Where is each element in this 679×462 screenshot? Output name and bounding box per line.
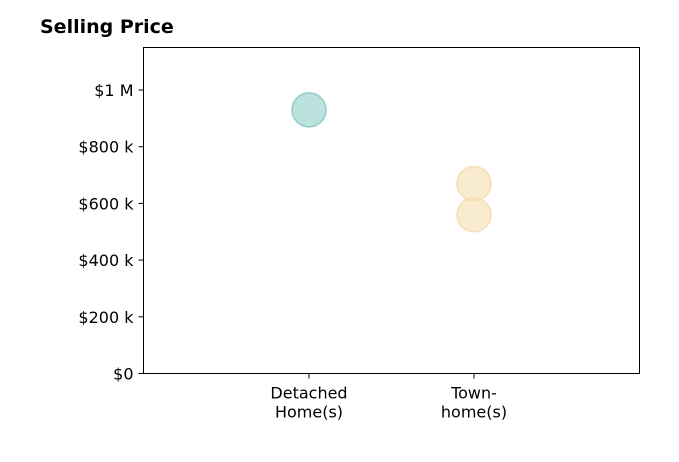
data-points: [291, 92, 492, 233]
x-tick-label-line: Town-: [450, 384, 497, 403]
y-tick-label: $800 k: [78, 138, 134, 157]
x-axis: Detached Home(s) Town-home(s): [270, 373, 507, 422]
y-tick-label: $400 k: [78, 251, 134, 270]
x-tick-label-line: home(s): [441, 403, 507, 422]
x-tick-label-line: Home(s): [275, 403, 343, 422]
plot-area-frame: [143, 47, 640, 374]
data-point: [456, 165, 492, 202]
data-point: [456, 197, 492, 233]
data-point: [291, 92, 327, 128]
y-axis: $0 $200 k $400 k $600 k $800 k $1 M: [78, 81, 144, 384]
y-tick-label: $1 M: [94, 81, 133, 100]
x-tick-label: Detached Home(s): [270, 384, 347, 422]
x-tick-label: Town-home(s): [441, 384, 507, 422]
y-tick-label: $0: [113, 365, 133, 384]
y-tick-label: $200 k: [78, 308, 134, 327]
chart-title: Selling Price: [40, 16, 174, 38]
x-tick-label-line: Detached: [270, 384, 347, 403]
y-tick-label: $600 k: [78, 194, 134, 213]
